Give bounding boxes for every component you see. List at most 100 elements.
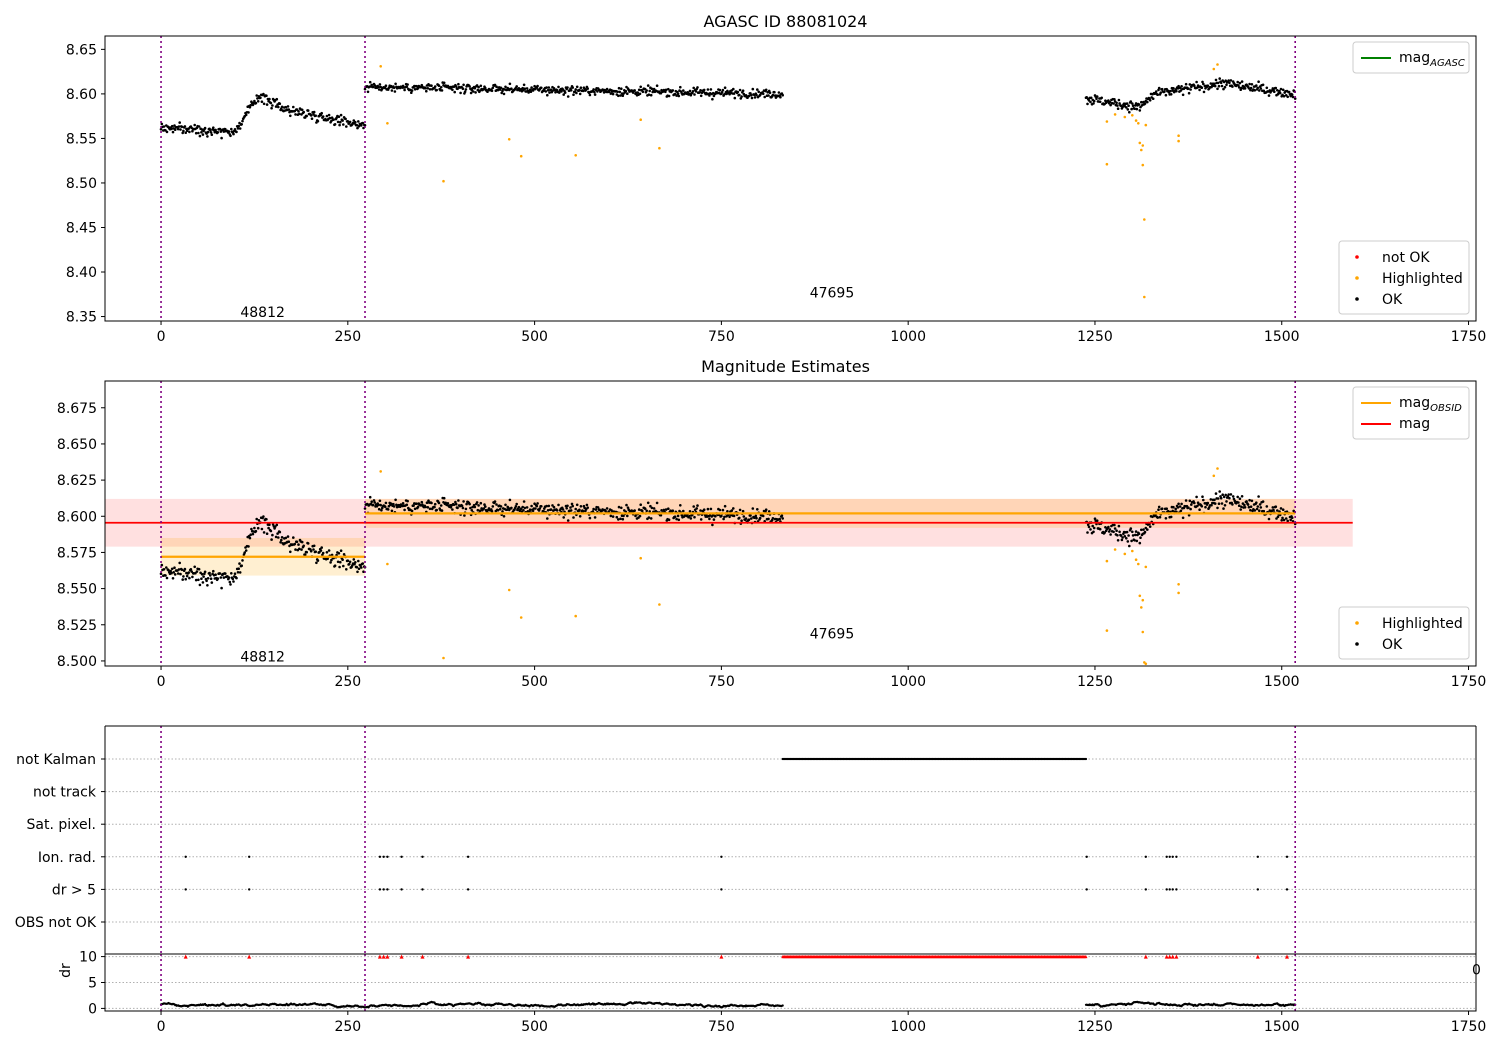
mag-estimates-panel-ok-point bbox=[413, 507, 417, 511]
agasc-panel-ok-point bbox=[328, 116, 332, 120]
mag-estimates-panel-ok-point bbox=[249, 533, 252, 536]
mag-estimates-panel-ok-point bbox=[519, 507, 523, 511]
agasc-panel-ok-point bbox=[237, 124, 240, 128]
mag-estimates-panel-legend-bottom-right: Highlighted OK bbox=[1338, 606, 1470, 660]
mag-estimates-panel-ok-point bbox=[1148, 525, 1152, 528]
mag-estimates-panel-ok-point bbox=[253, 526, 256, 530]
agasc-panel-ok-point bbox=[1108, 100, 1112, 104]
agasc-panel-ok-point bbox=[435, 88, 439, 92]
mag-estimates-panel-ok-point bbox=[243, 551, 246, 554]
mag-estimates-panel-ok-point bbox=[633, 509, 636, 512]
agasc-panel-ok-point bbox=[1278, 91, 1282, 95]
mag-estimates-panel-ok-point bbox=[201, 581, 205, 584]
agasc-panel-ok-point bbox=[357, 124, 361, 128]
mag-estimates-panel-ok-point bbox=[165, 566, 168, 569]
agasc-panel-ok-point bbox=[1140, 100, 1143, 104]
agasc-panel-ok-point bbox=[611, 92, 615, 96]
flag-point bbox=[466, 855, 470, 858]
mag-estimates-panel-ok-point bbox=[728, 515, 731, 519]
mag-estimates-panel-ok-point bbox=[348, 562, 351, 566]
mag-estimates-panel-ok-point bbox=[180, 568, 184, 572]
agasc-panel-ok-point bbox=[162, 125, 166, 128]
mag-estimates-panel-x-tick-label: 750 bbox=[708, 674, 735, 690]
mag-estimates-panel-ok-point bbox=[655, 501, 659, 505]
agasc-panel-ok-point bbox=[1177, 84, 1180, 88]
mag-estimates-panel-ok-point bbox=[522, 500, 526, 503]
mag-estimates-panel-ok-point bbox=[781, 517, 784, 520]
mag-estimates-panel-ok-point bbox=[671, 509, 675, 512]
mag-estimates-panel-ok-point bbox=[173, 573, 177, 576]
mag-estimates-panel-ok-point bbox=[461, 506, 465, 510]
agasc-panel-ok-point bbox=[173, 124, 176, 127]
agasc-panel-ok-point bbox=[297, 110, 300, 113]
mag-estimates-panel-ok-point bbox=[1184, 499, 1188, 502]
mag-estimates-panel-ok-point bbox=[569, 509, 573, 512]
mag-estimates-panel-ok-point bbox=[1134, 533, 1137, 537]
mag-estimates-panel-ok-point bbox=[1243, 506, 1247, 509]
mag-estimates-panel-ok-point bbox=[401, 502, 405, 505]
agasc-panel-ok-point bbox=[191, 129, 194, 133]
mag-estimates-panel-ok-point bbox=[216, 577, 220, 580]
agasc-panel-ok-point bbox=[1195, 80, 1198, 84]
flag-label: dr > 5 bbox=[52, 882, 96, 898]
agasc-panel-ok-point bbox=[1291, 95, 1295, 99]
agasc-panel-ok-point bbox=[491, 86, 495, 90]
mag-estimates-panel-ok-point bbox=[269, 529, 273, 533]
agasc-panel-ok-point bbox=[1193, 84, 1196, 87]
mag-estimates-panel-ok-point bbox=[754, 514, 758, 518]
agasc-panel-ok-point bbox=[197, 125, 201, 128]
mag-estimates-panel-ok-point bbox=[1222, 507, 1225, 510]
agasc-panel-ok-point bbox=[390, 89, 394, 92]
mag-estimates-panel-ok-point bbox=[764, 508, 768, 512]
agasc-panel-ok-point bbox=[274, 105, 278, 108]
mag-estimates-panel-ok-point bbox=[702, 508, 706, 512]
agasc-panel-ok-point bbox=[362, 126, 365, 130]
mag-estimates-panel-ok-point bbox=[173, 566, 176, 569]
agasc-panel-highlighted-point bbox=[1123, 115, 1127, 119]
agasc-panel-ok-point bbox=[171, 130, 175, 134]
mag-estimates-panel-ok-point bbox=[390, 509, 394, 513]
mag-estimates-panel-highlighted-point bbox=[386, 562, 389, 566]
agasc-panel-x-tick-label: 250 bbox=[334, 329, 361, 345]
agasc-panel-ok-point bbox=[188, 130, 191, 134]
mag-estimates-panel-ok-point bbox=[183, 567, 187, 571]
mag-estimates-panel-ok-point bbox=[749, 514, 752, 517]
agasc-panel-ok-point bbox=[620, 87, 623, 90]
mag-estimates-panel-ok-point bbox=[337, 552, 341, 555]
agasc-panel-ok-point bbox=[473, 86, 477, 90]
agasc-panel-ok-point bbox=[312, 110, 316, 114]
mag-estimates-panel-ok-point bbox=[315, 561, 318, 565]
mag-estimates-panel-ok-point bbox=[1117, 524, 1121, 528]
agasc-panel-ok-point bbox=[698, 91, 701, 94]
mag-estimates-panel-ok-point bbox=[392, 502, 395, 506]
mag-estimates-panel-ok-point bbox=[287, 540, 291, 543]
agasc-panel-ok-point bbox=[197, 131, 200, 135]
mag-estimates-panel-ok-point bbox=[165, 576, 169, 580]
mag-estimates-panel-ok-point bbox=[557, 503, 560, 507]
agasc-panel-ok-point bbox=[655, 84, 659, 87]
mag-estimates-panel-ok-point bbox=[626, 514, 629, 518]
mag-estimates-panel-ok-point bbox=[238, 571, 242, 574]
mag-estimates-panel-ok-point bbox=[1089, 528, 1092, 531]
mag-estimates-panel-ok-point bbox=[1240, 495, 1244, 498]
agasc-panel-ok-point bbox=[260, 100, 264, 103]
mag-estimates-panel-ok-point bbox=[1157, 508, 1160, 512]
mag-estimates-panel-ok-point bbox=[1255, 501, 1258, 505]
agasc-panel-ok-point bbox=[206, 135, 209, 138]
mag-estimates-panel-ok-point bbox=[424, 505, 427, 509]
mag-estimates-panel-ok-point bbox=[345, 568, 348, 571]
mag-estimates-panel-ok-point bbox=[1238, 497, 1242, 501]
mag-estimates-panel-ok-point bbox=[1249, 505, 1253, 509]
mag-estimates-panel-ok-point bbox=[460, 504, 464, 508]
mag-estimates-panel-ok-point bbox=[1276, 509, 1279, 512]
agasc-panel-ok-point bbox=[744, 94, 748, 97]
mag-estimates-panel-ok-point bbox=[1171, 509, 1174, 513]
agasc-panel-ok-point bbox=[463, 90, 467, 93]
mag-estimates-panel-ok-point bbox=[280, 536, 284, 539]
agasc-panel-ok-point bbox=[346, 120, 350, 123]
dr-clipped-marker bbox=[183, 954, 188, 959]
mag-estimates-panel-ok-point bbox=[475, 501, 479, 504]
flag-point bbox=[248, 888, 251, 891]
dr-clipped-marker bbox=[381, 954, 386, 959]
mag-estimates-panel-ok-point bbox=[355, 565, 359, 569]
